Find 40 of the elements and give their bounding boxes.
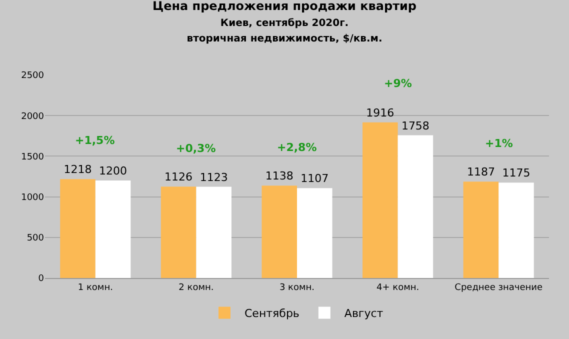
data-label: 1123 (200, 170, 228, 184)
data-label: 1107 (300, 172, 329, 186)
bar (463, 182, 499, 278)
y-tick-label: 500 (26, 234, 44, 244)
x-tick-label: 2 комн. (178, 282, 214, 293)
bar (297, 188, 332, 278)
annotation: +1% (485, 137, 513, 150)
legend-label: Сентябрь (244, 307, 300, 320)
annotation: +1,5% (75, 134, 115, 147)
bar (398, 135, 434, 278)
data-label: 1138 (265, 170, 294, 183)
x-tick-label: Среднее значение (454, 282, 544, 293)
y-tick-label: 2000 (21, 112, 44, 122)
y-tick-label: 1500 (21, 152, 44, 162)
y-tick-label: 2500 (21, 71, 44, 82)
bar (498, 182, 534, 278)
data-label: 1916 (366, 106, 394, 120)
data-label: 1758 (401, 119, 430, 132)
data-label: 1218 (64, 163, 92, 176)
x-tick-label: 3 комн. (279, 282, 315, 293)
bar (160, 186, 196, 278)
annotation: +2,8% (277, 141, 317, 154)
legend-label: Август (344, 307, 384, 320)
annotation: +9% (384, 77, 412, 90)
data-label: 1126 (164, 170, 193, 184)
x-tick-label: 1 комн. (78, 282, 113, 293)
bar (60, 179, 96, 278)
bar (262, 186, 297, 278)
chart-subtitle: Киев, сентябрь 2020г. вторичная недвижимость, $/кв.м. (186, 18, 382, 44)
data-label: 1187 (466, 166, 495, 179)
data-label: 1175 (502, 166, 530, 180)
y-tick-label: 0 (38, 274, 44, 284)
bar (95, 180, 131, 278)
x-tick-label: 4+ комн. (376, 282, 420, 293)
data-label: 1200 (99, 164, 128, 178)
bar (362, 122, 398, 278)
chart-title: Цена предложения продажи квартир (152, 0, 417, 14)
annotation: +0,3% (176, 142, 216, 155)
bar (196, 186, 232, 278)
y-tick-label: 1000 (21, 192, 44, 203)
